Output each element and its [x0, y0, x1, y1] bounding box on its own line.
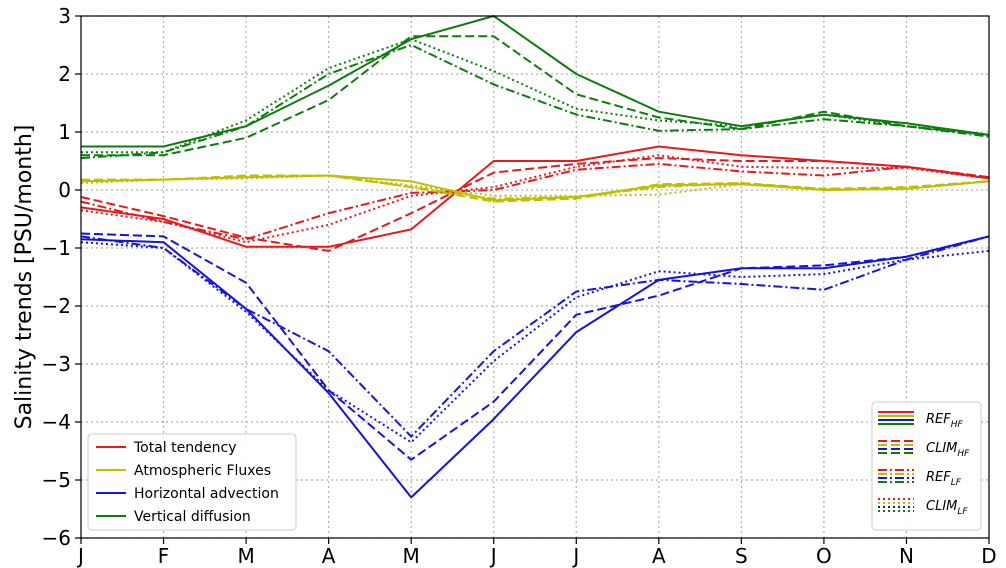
series-line-horiz-dotted: [80, 241, 990, 444]
series-line-total-dashed: [80, 157, 990, 252]
x-tick-label: A: [652, 544, 666, 568]
legend-variables: Total tendency Atmospheric Fluxes Horizont…: [87, 433, 297, 531]
legend-exp-base: REF: [926, 412, 951, 427]
legend-label-atm: Atmospheric Fluxes: [134, 463, 271, 479]
series-line-total-dotted: [80, 154, 990, 244]
series-line-vert-dashed: [81, 35, 990, 157]
x-tick-label: F: [158, 544, 170, 568]
x-tick-label: J: [489, 544, 497, 568]
x-tick-label: J: [571, 544, 579, 568]
y-tick-label: −2: [42, 294, 71, 318]
series-line-horiz-dashdot: [80, 235, 990, 438]
y-axis-label: Salinity trends [PSU/month]: [12, 125, 37, 430]
series-lines: [80, 15, 990, 499]
legend-label-vert: Vertical diffusion: [134, 509, 251, 525]
legend-exp-base: CLIM: [926, 441, 957, 456]
y-tick-label: 1: [58, 120, 71, 144]
legend-exp-sub: HF: [957, 449, 970, 459]
legend-exp-sub: LF: [957, 507, 968, 517]
y-axis-ticks: −6 −5 −4 −3 −2 −1 0 1 2 3: [42, 4, 81, 550]
x-tick-label: O: [816, 544, 832, 568]
series-line-total-dashdot: [80, 162, 990, 241]
legend-exp-label: REFLF: [926, 470, 962, 488]
legend-exp-label: CLIMHF: [926, 441, 970, 459]
series-line-atm-dotted: [80, 174, 990, 197]
legend-exp-sub: LF: [951, 478, 962, 488]
series-line-atm-dashdot: [80, 174, 990, 200]
y-tick-label: 2: [58, 62, 71, 86]
x-tick-label: M: [403, 544, 420, 568]
x-tick-label: D: [981, 544, 996, 568]
series-line-horiz-dashed: [80, 232, 990, 461]
legend-exp-label: REFHF: [926, 412, 964, 430]
x-tick-label: J: [76, 544, 84, 568]
legend-label-total: Total tendency: [133, 440, 236, 456]
y-tick-label: −5: [42, 468, 71, 492]
series-line-vert-dashdot: [80, 44, 990, 160]
legend-exp-sub: HF: [951, 420, 964, 430]
x-tick-label: A: [322, 544, 336, 568]
legend-exp-label: CLIMLF: [926, 499, 968, 517]
plot-frame: [80, 15, 990, 539]
y-tick-label: −6: [42, 526, 71, 550]
series-line-atm-dashed: [81, 174, 990, 203]
y-tick-label: 3: [58, 4, 71, 28]
series-line-vert-solid: [81, 15, 990, 148]
legend-label-horiz: Horizontal advection: [134, 486, 279, 502]
legend-exp-base: CLIM: [926, 499, 957, 514]
y-tick-label: 0: [58, 178, 71, 202]
legend-exp-base: REF: [926, 470, 951, 485]
x-tick-label: N: [899, 544, 914, 568]
x-tick-label: M: [237, 544, 254, 568]
y-tick-label: −1: [42, 236, 71, 260]
legend-variables-box: [87, 433, 297, 531]
y-tick-label: −3: [42, 352, 71, 376]
series-line-horiz-solid: [80, 235, 990, 499]
y-tick-label: −4: [42, 410, 71, 434]
series-line-vert-dotted: [81, 38, 990, 154]
x-tick-label: S: [735, 544, 748, 568]
